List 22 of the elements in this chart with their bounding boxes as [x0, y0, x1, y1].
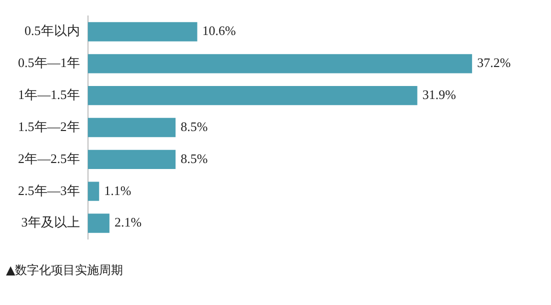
- y-tick-label: 1.5年—2年: [18, 118, 80, 134]
- bar: [88, 118, 176, 138]
- data-label: 37.2%: [477, 55, 511, 70]
- data-label: 8.5%: [180, 150, 208, 166]
- data-label: 8.5%: [180, 118, 208, 134]
- bar: [88, 182, 100, 201]
- data-label: 2.1%: [114, 214, 142, 230]
- bar: [88, 214, 110, 233]
- y-tick-label: 1年—1.5年: [18, 87, 80, 102]
- data-label: 1.1%: [104, 182, 132, 198]
- data-label: 31.9%: [422, 87, 456, 102]
- bar: [88, 22, 198, 42]
- y-tick-label: 0.5年—1年: [18, 55, 80, 70]
- bar: [88, 86, 418, 106]
- y-tick-label: 2年—2.5年: [18, 150, 80, 166]
- bar: [88, 54, 472, 74]
- y-tick-label: 3年及以上: [21, 214, 80, 230]
- y-tick-label: 0.5年以内: [24, 23, 80, 38]
- data-label: 10.6%: [202, 23, 236, 38]
- text: ▲数字化项目实施周期: [6, 262, 124, 279]
- y-tick-label: 2.5年—3年: [18, 182, 80, 198]
- bar: [88, 150, 176, 169]
